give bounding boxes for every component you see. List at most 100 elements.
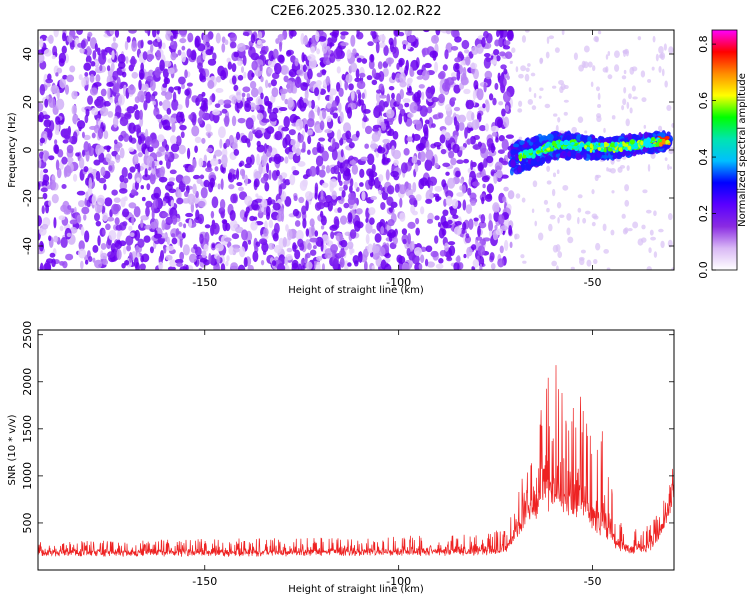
noise-blob	[66, 144, 74, 154]
signal-blob	[643, 131, 649, 140]
faint-blob	[539, 87, 544, 91]
noise-blob	[374, 105, 384, 112]
noise-blob	[271, 260, 277, 266]
noise-blob	[44, 98, 49, 108]
noise-blob	[284, 98, 289, 105]
noise-blob	[140, 255, 145, 263]
faint-blob	[658, 45, 664, 54]
noise-blob	[83, 166, 89, 173]
noise-blob	[170, 233, 176, 238]
faint-blob	[658, 65, 662, 73]
faint-blob	[667, 163, 670, 171]
noise-blob	[374, 233, 382, 243]
signal-blob	[519, 140, 525, 146]
faint-blob	[595, 86, 600, 92]
noise-blob	[105, 153, 112, 163]
noise-blob	[83, 134, 91, 141]
faint-blob	[553, 113, 558, 117]
noise-blob	[149, 246, 154, 254]
noise-blob	[272, 48, 279, 59]
noise-blob	[189, 253, 197, 263]
noise-blob	[165, 245, 175, 251]
noise-blob	[297, 238, 304, 248]
noise-blob	[385, 169, 390, 181]
noise-blob	[435, 263, 444, 269]
noise-blob	[378, 34, 386, 42]
noise-blob	[368, 59, 375, 70]
noise-blob	[402, 238, 407, 245]
noise-blob	[246, 96, 254, 102]
noise-blob	[256, 39, 262, 45]
noise-blob	[39, 84, 46, 96]
noise-blob	[207, 58, 217, 66]
noise-blob	[69, 226, 78, 234]
noise-blob	[273, 244, 282, 254]
noise-blob	[289, 173, 296, 186]
noise-blob	[181, 45, 186, 51]
snr-frame	[37, 329, 675, 571]
faint-blob	[563, 99, 569, 103]
noise-blob	[390, 204, 395, 211]
noise-blob	[503, 78, 507, 87]
noise-blob	[126, 105, 136, 114]
noise-blob	[224, 237, 232, 242]
signal-blob	[522, 158, 527, 163]
noise-blob	[462, 66, 467, 78]
noise-blob	[188, 114, 193, 120]
noise-blob	[359, 72, 366, 78]
noise-blob	[434, 61, 439, 73]
noise-blob	[384, 252, 391, 259]
noise-blob	[372, 127, 380, 132]
faint-blob	[628, 93, 632, 100]
noise-blob	[220, 211, 225, 219]
snr-x-tick-label: -100	[386, 575, 411, 588]
noise-blob	[438, 112, 444, 119]
noise-blob	[318, 137, 326, 142]
noise-blob	[460, 76, 469, 86]
noise-blob	[294, 57, 299, 67]
faint-blob	[514, 233, 520, 240]
noise-blob	[198, 267, 203, 270]
noise-blob	[268, 111, 278, 122]
noise-blob	[81, 77, 86, 88]
noise-blob	[80, 260, 84, 270]
noise-blob	[419, 105, 428, 117]
noise-blob	[199, 258, 208, 263]
noise-blob	[48, 97, 56, 109]
noise-blob	[76, 120, 86, 129]
noise-blob	[368, 207, 376, 216]
noise-blob	[404, 30, 413, 36]
noise-blob	[266, 126, 275, 135]
noise-blob	[102, 259, 109, 266]
faint-blob	[645, 209, 652, 214]
noise-blob	[165, 158, 171, 170]
noise-blob	[356, 89, 361, 95]
noise-blob	[435, 30, 441, 36]
noise-blob	[97, 235, 101, 247]
noise-blob	[322, 182, 329, 188]
faint-blob	[597, 103, 602, 108]
noise-blob	[240, 135, 248, 144]
noise-blob	[504, 51, 513, 59]
noise-blob	[386, 157, 391, 163]
noise-blob	[458, 121, 465, 131]
noise-blob	[415, 217, 420, 225]
noise-blob	[61, 156, 68, 165]
noise-blob	[370, 195, 378, 201]
noise-blob	[231, 115, 237, 127]
noise-blob	[316, 141, 322, 153]
noise-blob	[495, 228, 504, 236]
signal-core-blob	[600, 142, 605, 147]
noise-blob	[332, 112, 339, 119]
noise-blob	[296, 98, 305, 109]
noise-blob	[414, 163, 419, 173]
noise-blob	[45, 78, 54, 84]
noise-blob	[248, 131, 254, 142]
spectrogram-y-axis-label: Frequency (Hz)	[7, 112, 18, 188]
faint-blob	[629, 107, 633, 114]
noise-blob	[149, 95, 155, 102]
noise-blob	[267, 67, 273, 74]
noise-blob	[455, 120, 460, 132]
noise-blob	[391, 92, 395, 100]
noise-blob	[201, 250, 207, 258]
